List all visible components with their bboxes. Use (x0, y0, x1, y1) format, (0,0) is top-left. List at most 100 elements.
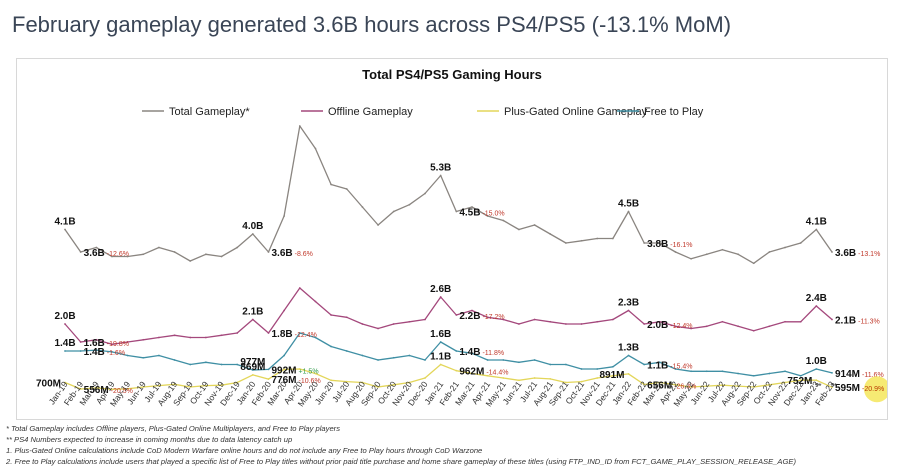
data-label-change: -17.2% (482, 314, 504, 321)
point-ftp (690, 370, 693, 373)
point-offline (580, 323, 583, 325)
point-total (298, 125, 301, 127)
point-ftp (95, 349, 98, 351)
point-plus (705, 385, 708, 387)
point-plus (752, 386, 755, 388)
data-label-value: 656M (647, 380, 672, 391)
data-label: 962M -14.4% (459, 367, 508, 378)
data-label-value: 4.1B (806, 217, 827, 228)
point-offline (737, 325, 739, 328)
point-total (596, 237, 599, 240)
point-plus (79, 388, 82, 390)
point-plus (392, 383, 395, 386)
data-label-value: 700M (36, 379, 61, 390)
point-offline (408, 320, 411, 323)
data-label-change: -12.4% (295, 332, 317, 339)
point-total (784, 246, 786, 249)
data-label: 2.0B (54, 311, 75, 322)
point-offline (564, 323, 567, 325)
data-label-value: 1.4B (54, 338, 75, 349)
data-label-change: -11.8% (482, 350, 504, 357)
point-plus (486, 374, 489, 377)
point-total (79, 251, 82, 253)
data-label-change: -1.6% (107, 350, 125, 357)
series-line-offline (64, 287, 833, 345)
data-label: 3.6B -13.1% (835, 248, 880, 259)
point-ftp (251, 369, 254, 371)
point-offline (471, 309, 473, 312)
point-offline (831, 318, 833, 321)
data-label-value: 914M (835, 369, 860, 380)
data-label: 2.3B (618, 298, 639, 309)
point-ftp (502, 359, 505, 361)
point-plus (831, 386, 833, 389)
point-ftp (768, 372, 771, 375)
point-plus (455, 369, 458, 372)
data-label-change: -15.4% (670, 364, 692, 371)
point-ftp (424, 359, 426, 361)
point-plus (408, 381, 411, 384)
data-label-value: 1.8B (271, 329, 292, 340)
data-label: 1.6B -19.8% (84, 338, 129, 349)
point-ftp (471, 352, 473, 355)
point-plus (64, 381, 66, 384)
point-offline (330, 314, 333, 316)
point-total (643, 242, 646, 244)
point-ftp (377, 359, 379, 361)
point-offline (392, 323, 395, 325)
footnote: * Total Gameplay includes Offline player… (6, 424, 341, 433)
point-ftp (283, 354, 286, 357)
point-ftp (314, 336, 317, 339)
point-plus (439, 363, 442, 366)
point-plus (502, 377, 505, 379)
point-offline (220, 334, 223, 337)
point-plus (220, 384, 223, 387)
point-ftp (752, 374, 755, 377)
point-offline (251, 318, 254, 321)
point-ftp (643, 363, 646, 366)
point-offline (486, 316, 489, 319)
point-offline (752, 329, 755, 332)
point-plus (142, 386, 145, 388)
point-total (580, 239, 583, 242)
data-label: 914M -11.6% (835, 369, 884, 380)
legend-label-plus: Plus-Gated Online Gameplay (504, 106, 648, 118)
point-total (345, 188, 348, 190)
data-label: 4.0B (242, 221, 263, 232)
highlight-marker (864, 376, 887, 403)
data-label-value: 4.1B (54, 217, 75, 228)
data-label-value: 5.3B (430, 163, 451, 174)
point-offline (611, 318, 614, 321)
point-offline (361, 323, 364, 325)
point-ftp (392, 356, 395, 359)
data-label-change: -15.0% (482, 211, 504, 218)
point-ftp (142, 356, 145, 359)
point-total (111, 255, 113, 258)
legend-label-total: Total Gameplay* (169, 106, 250, 118)
point-plus (95, 387, 98, 389)
data-label-change: -16.1% (670, 242, 692, 249)
data-label: 776M -10.6% (271, 375, 320, 386)
data-label-value: 992M (271, 365, 296, 376)
data-label-value: 962M (459, 367, 484, 378)
point-offline (784, 320, 786, 323)
data-label: 1.1B (430, 352, 451, 363)
point-ftp (173, 359, 176, 361)
point-total (361, 206, 364, 208)
point-offline (799, 320, 802, 323)
data-label-change: -20.5% (111, 388, 133, 395)
data-label-layer: 4.1B3.6B -12.6%4.0B3.6B -8.6%5.3B4.5B -15.0… (36, 163, 887, 403)
data-label-value: 3.6B (835, 248, 856, 259)
point-plus (627, 373, 630, 375)
series-line-plus (64, 363, 833, 390)
point-plus (580, 380, 583, 383)
point-offline (283, 309, 286, 312)
point-offline (455, 314, 458, 316)
point-plus (158, 384, 160, 387)
data-label: 5.3B (430, 163, 451, 174)
point-ftp (298, 332, 301, 334)
data-label-value: 776M (271, 375, 296, 386)
x-axis: Jan-19Feb-19Mar-19Apr-19May-19Jun-19Jul-… (47, 379, 838, 408)
footnotes: * Total Gameplay includes Offline player… (6, 423, 896, 467)
point-total (173, 251, 176, 253)
